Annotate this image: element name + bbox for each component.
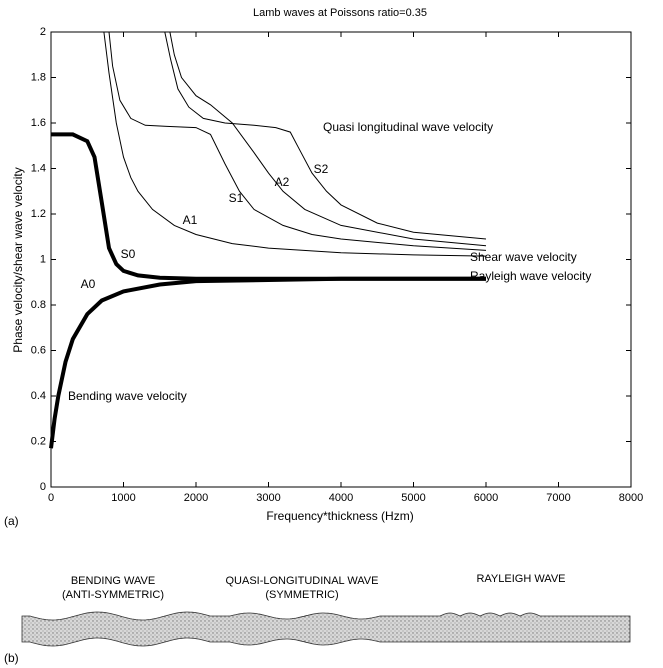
annotation: Quasi longitudinal wave velocity (323, 120, 493, 134)
y-tick-label: 1.4 (31, 162, 46, 174)
x-tick-label: 0 (48, 492, 54, 504)
wave-note: (ANTI-SYMMETRIC) (62, 589, 164, 601)
x-tick-label: 3000 (256, 492, 280, 504)
curve (164, 31, 487, 240)
curve-label: S2 (314, 162, 329, 176)
y-tick-label: 0 (40, 481, 46, 493)
curve (49, 276, 486, 449)
curve (51, 132, 486, 281)
curve-label: A1 (183, 213, 198, 227)
x-tick-label: 5000 (401, 492, 425, 504)
curve (169, 31, 487, 247)
curve (108, 31, 487, 251)
wave-name: RAYLEIGH WAVE (476, 573, 565, 585)
curve-label: S1 (229, 191, 244, 205)
x-axis-label: Frequency*thickness (Hzm) (266, 509, 413, 523)
annotation: Shear wave velocity (470, 250, 577, 264)
annotation: Rayleigh wave velocity (470, 269, 591, 283)
panel-label: (a) (4, 514, 19, 528)
curve-label: A0 (81, 277, 96, 291)
y-tick-label: 2 (40, 26, 46, 38)
y-tick-label: 0.4 (31, 390, 46, 402)
y-tick-label: 1 (40, 253, 46, 265)
curve-label: A2 (275, 175, 290, 189)
curve-label: S0 (121, 247, 136, 261)
x-tick-label: 7000 (546, 492, 570, 504)
y-tick-label: 1.2 (31, 208, 46, 220)
y-tick-label: 1.8 (31, 71, 46, 83)
x-tick-label: 1000 (111, 492, 135, 504)
panel-label: (b) (4, 651, 19, 665)
wave-name: BENDING WAVE (71, 575, 155, 587)
x-tick-label: 8000 (619, 492, 643, 504)
wave-name: QUASI-LONGITUDINAL WAVE (225, 575, 378, 587)
y-axis-label: Phase velocity/shear wave velocity (11, 167, 25, 352)
curve (103, 31, 487, 257)
y-tick-label: 0.8 (31, 299, 46, 311)
y-tick-label: 0.6 (31, 344, 46, 356)
wave-note: (SYMMETRIC) (265, 589, 338, 601)
x-tick-label: 4000 (329, 492, 353, 504)
y-tick-label: 0.2 (31, 435, 46, 447)
annotation: Bending wave velocity (68, 389, 187, 403)
x-tick-label: 2000 (184, 492, 208, 504)
plate (21, 611, 631, 647)
y-tick-label: 1.6 (31, 117, 46, 129)
x-tick-label: 6000 (474, 492, 498, 504)
chart-title: Lamb waves at Poissons ratio=0.35 (253, 7, 427, 19)
